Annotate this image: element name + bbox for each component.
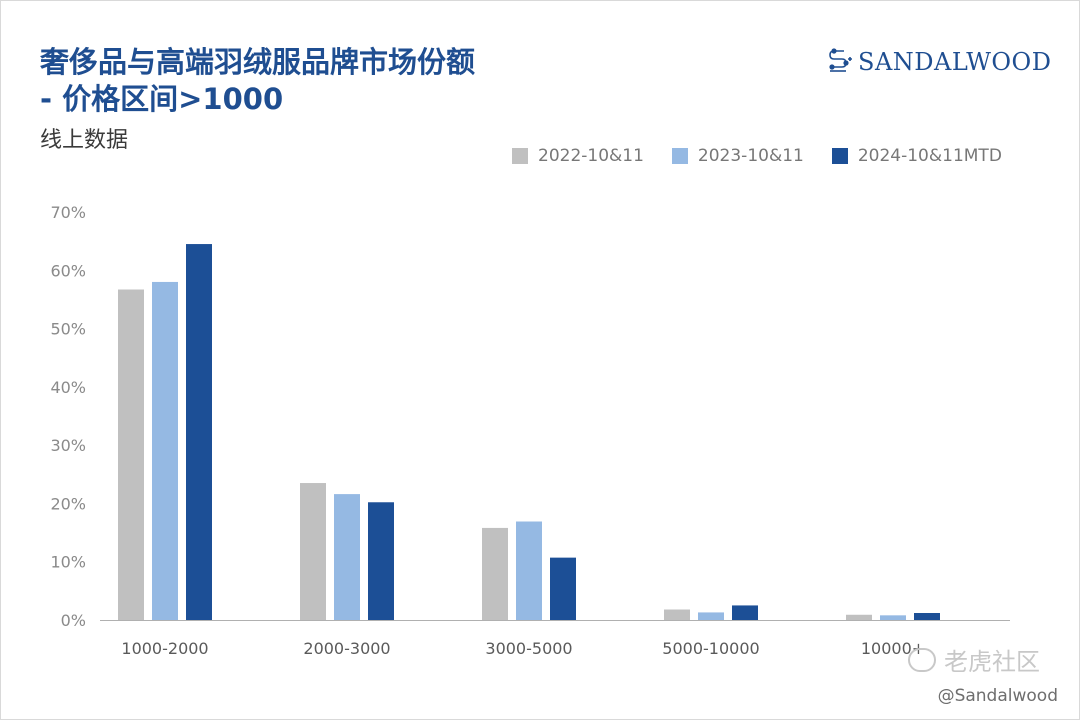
x-tick-label: 5000-10000: [662, 639, 759, 658]
x-tick-label: 2000-3000: [303, 639, 390, 658]
bar: [732, 605, 758, 620]
y-tick-label: 30%: [50, 436, 86, 455]
legend-item-2024: 2024-10&11MTD: [831, 146, 1002, 166]
watermark-text: 老虎社区: [944, 648, 1040, 676]
legend-item-2022: 2022-10&11: [512, 146, 644, 166]
sandalwood-logo-icon: [829, 48, 852, 72]
y-tick-label: 60%: [50, 261, 86, 280]
bar: [186, 244, 212, 621]
brand-logo-text: SANDALWOOD: [858, 48, 1052, 76]
chart-subtitle: 线上数据: [40, 128, 129, 153]
legend-swatch-2024: [831, 148, 848, 164]
bar: [300, 483, 326, 620]
brand-logo: SANDALWOOD: [826, 46, 1051, 78]
y-tick-label: 70%: [50, 203, 86, 222]
legend-swatch-2023: [671, 148, 688, 164]
legend-label-2022: 2022-10&11: [538, 146, 644, 166]
credit-text: @Sandalwood: [937, 686, 1058, 706]
bar: [334, 494, 360, 620]
bar: [698, 612, 724, 620]
bar: [550, 557, 576, 620]
legend-item-2023: 2023-10&11: [671, 146, 804, 166]
y-tick-label: 50%: [50, 320, 86, 339]
x-tick-label: 1000-2000: [121, 639, 208, 658]
bar: [664, 609, 690, 620]
chart-title-line-1: 奢侈品与高端羽绒服品牌市场份额: [40, 45, 476, 79]
chart-title: 奢侈品与高端羽绒服品牌市场份额 - 价格区间>1000: [40, 44, 475, 118]
tiger-community-icon: [908, 647, 936, 672]
bar: [152, 281, 178, 620]
watermark: 老虎社区: [908, 642, 1040, 677]
bar: [846, 614, 872, 620]
x-tick-label: 3000-5000: [485, 639, 572, 658]
bar: [516, 521, 542, 620]
bar: [118, 289, 144, 620]
chart-legend: 2022-10&11 2023-10&11 2024-10&11MTD: [512, 146, 1002, 166]
bar: [368, 502, 394, 620]
bar: [482, 527, 508, 620]
y-tick-label: 10%: [50, 553, 86, 572]
bar: [880, 615, 906, 620]
legend-label-2024: 2024-10&11MTD: [857, 146, 1002, 166]
bar: [914, 613, 940, 620]
y-tick-label: 20%: [50, 494, 86, 513]
legend-swatch-2022: [512, 148, 528, 164]
legend-label-2023: 2023-10&11: [697, 146, 804, 166]
y-tick-label: 0%: [61, 611, 86, 630]
chart-title-line-2: - 价格区间>1000: [40, 82, 284, 116]
y-tick-label: 40%: [50, 378, 86, 397]
